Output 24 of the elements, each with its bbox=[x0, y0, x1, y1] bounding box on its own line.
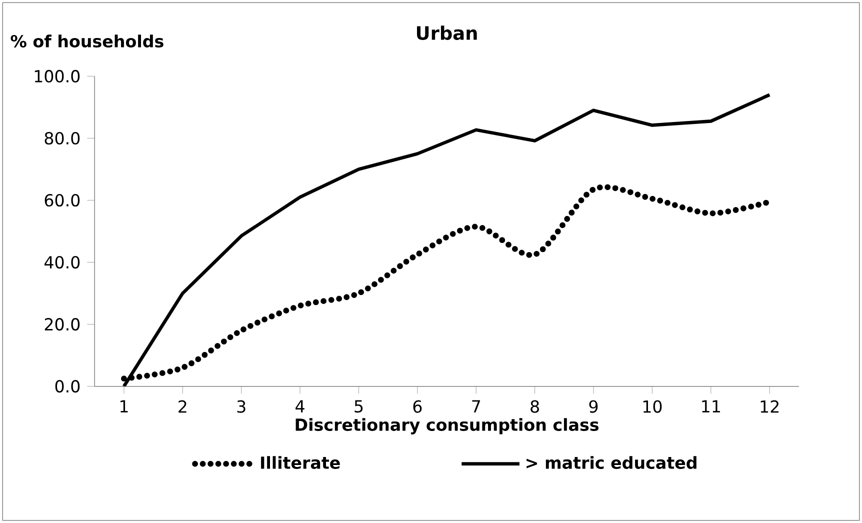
x-tick-label: 11 bbox=[702, 400, 720, 412]
x-tick-label: 1 bbox=[120, 400, 128, 412]
x-tick-label: 3 bbox=[237, 400, 246, 413]
x-tick-label: 5 bbox=[354, 400, 363, 413]
y-tick-label: 20.0 bbox=[44, 318, 80, 331]
legend-label: Illiterate bbox=[261, 456, 340, 469]
x-tick-label: 4 bbox=[296, 400, 304, 412]
x-tick-label: 10 bbox=[643, 400, 662, 413]
y-tick-label: 80.0 bbox=[44, 132, 80, 145]
line-series bbox=[122, 93, 772, 386]
x-axis-title: Discretionary consumption class bbox=[296, 418, 598, 434]
x-tick-label: 12 bbox=[760, 400, 779, 413]
x-tick-label: 7 bbox=[472, 400, 480, 412]
y-axis-title: % of households bbox=[10, 34, 164, 48]
x-tick-label: 6 bbox=[413, 400, 422, 413]
chart-title: Urban bbox=[417, 26, 477, 40]
x-tick-label: 2 bbox=[178, 400, 186, 413]
x-tick-label: 8 bbox=[530, 400, 539, 413]
x-tick-label: 9 bbox=[589, 400, 598, 413]
y-tick-label: 60.0 bbox=[44, 194, 80, 207]
y-tick-label: 40.0 bbox=[44, 256, 80, 269]
y-tick-label: 100.0 bbox=[34, 70, 80, 82]
y-tick-label: 0.0 bbox=[55, 380, 80, 393]
legend-label: > matric educated bbox=[526, 456, 696, 469]
